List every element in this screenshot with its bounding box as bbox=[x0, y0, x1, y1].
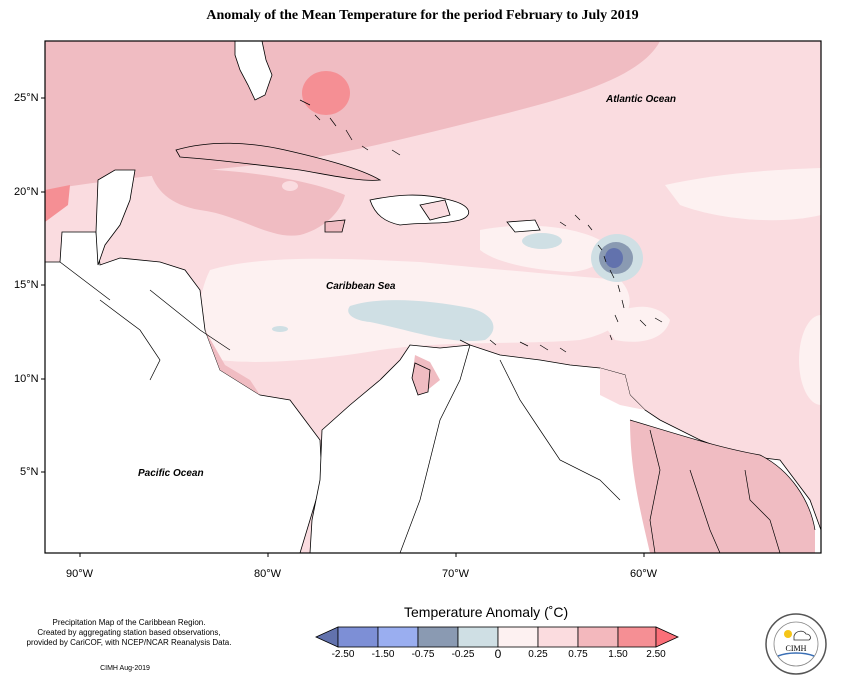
colorbar-tick-2: -0.75 bbox=[411, 649, 435, 660]
colorbar-tick-7: 1.50 bbox=[608, 649, 628, 660]
colorbar-max-arrow bbox=[655, 626, 679, 648]
cimh-logo: CIMH bbox=[765, 613, 827, 675]
sun-icon bbox=[784, 630, 792, 638]
lat-label-25: 25°N bbox=[14, 92, 39, 104]
colorbar-tick-0: -2.50 bbox=[331, 649, 355, 660]
credit-date: CIMH Aug-2019 bbox=[100, 665, 150, 672]
small-islands bbox=[299, 99, 663, 353]
credit-line-3: provided by CariCOF, with NCEP/NCAR Rean… bbox=[26, 638, 232, 647]
colorbar-tick-4: 0 bbox=[494, 647, 502, 661]
colorbar-tick-8: 2.50 bbox=[646, 649, 666, 660]
pacific-ocean-label: Pacific Ocean bbox=[138, 468, 204, 479]
credit-line-1: Precipitation Map of the Caribbean Regio… bbox=[52, 618, 206, 627]
lon-label-90: 90°W bbox=[66, 568, 94, 580]
colorbar-tick-1: -1.50 bbox=[371, 649, 395, 660]
lat-label-5: 5°N bbox=[20, 466, 39, 478]
atlantic-ocean-label: Atlantic Ocean bbox=[606, 94, 677, 105]
lat-label-10: 10°N bbox=[14, 373, 39, 385]
logo-text: CIMH bbox=[786, 644, 807, 653]
lon-label-80: 80°W bbox=[254, 568, 282, 580]
colorbar-tick-5: 0.25 bbox=[528, 649, 548, 660]
colorbar-tick-3: -0.25 bbox=[451, 649, 475, 660]
islands bbox=[95, 41, 541, 396]
colorbar-tick-6: 0.75 bbox=[568, 649, 588, 660]
credit-line-2: Created by aggregating station based obs… bbox=[37, 628, 221, 637]
lon-label-60: 60°W bbox=[630, 568, 658, 580]
cloud-icon bbox=[793, 630, 811, 641]
lat-label-15: 15°N bbox=[14, 279, 39, 291]
lat-ticks bbox=[41, 97, 45, 473]
colorbar bbox=[315, 626, 679, 648]
credits: Precipitation Map of the Caribbean Regio… bbox=[14, 618, 244, 648]
lon-ticks bbox=[79, 553, 645, 557]
colorbar-title: Temperature Anomaly (˚C) bbox=[404, 604, 569, 620]
lon-label-70: 70°W bbox=[442, 568, 470, 580]
caribbean-sea-label: Caribbean Sea bbox=[326, 281, 396, 292]
lat-label-20: 20°N bbox=[14, 186, 39, 198]
colorbar-min-arrow bbox=[315, 626, 339, 648]
map-title: Anomaly of the Mean Temperature for the … bbox=[206, 8, 639, 23]
map-frame bbox=[44, 40, 822, 554]
